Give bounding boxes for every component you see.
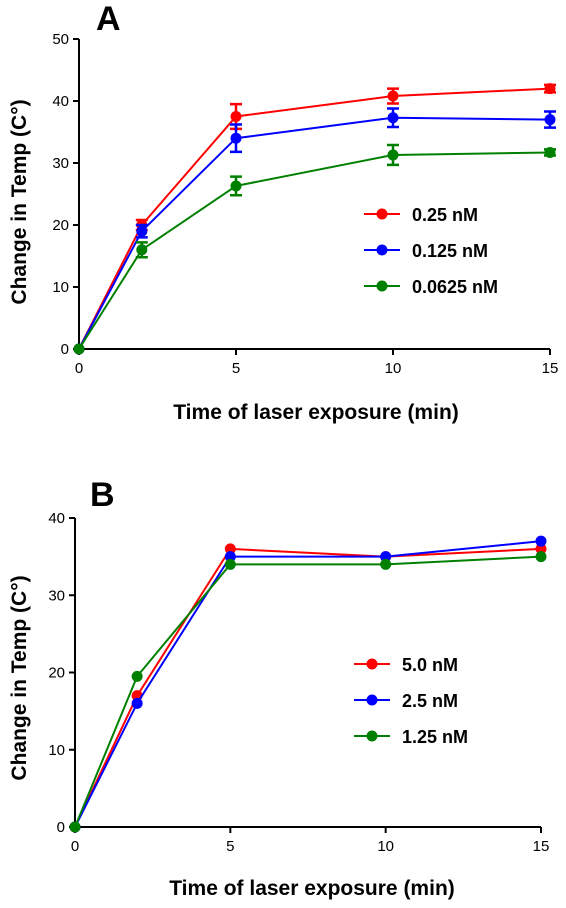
data-point xyxy=(544,114,556,126)
legend-label: 0.0625 nM xyxy=(412,277,498,297)
y-tick-label-a: 50 xyxy=(52,31,69,48)
data-point xyxy=(131,697,143,709)
x-tick-label-b: 5 xyxy=(226,838,234,855)
data-point xyxy=(131,670,143,682)
panel-label-a: A xyxy=(96,0,121,38)
legend-marker xyxy=(376,208,388,220)
data-point xyxy=(544,83,556,95)
legend-label: 0.125 nM xyxy=(412,241,488,261)
y-tick-label-b: 20 xyxy=(48,665,65,682)
x-tick-label-a: 10 xyxy=(385,360,402,377)
data-point xyxy=(387,112,399,124)
data-point xyxy=(387,149,399,161)
y-tick-label-a: 0 xyxy=(61,341,69,358)
y-axis-label-a: Change in Temp (C°) xyxy=(8,99,31,304)
data-point xyxy=(230,132,242,144)
data-point xyxy=(224,558,236,570)
legend-item-a-0: 0.25 nM xyxy=(364,205,478,225)
x-tick-label-b: 10 xyxy=(377,838,394,855)
panel-label-b: B xyxy=(90,476,115,514)
data-point xyxy=(136,244,148,256)
legend-label: 5.0 nM xyxy=(402,655,458,675)
data-point xyxy=(535,551,547,563)
legend-item-b-0: 5.0 nM xyxy=(354,655,458,675)
series-b-0 xyxy=(69,543,547,833)
data-point xyxy=(136,225,148,237)
data-point xyxy=(224,543,236,555)
x-tick-label-b: 15 xyxy=(533,838,550,855)
series-a-0 xyxy=(73,83,556,355)
panel-a: A Change in Temp (C°) Time of laser expo… xyxy=(8,0,558,424)
legend-marker xyxy=(366,730,378,742)
legend-label: 1.25 nM xyxy=(402,727,468,747)
x-axis-label-b: Time of laser exposure (min) xyxy=(169,877,455,900)
y-tick-label-b: 40 xyxy=(48,510,65,527)
data-point xyxy=(535,535,547,547)
legend-marker xyxy=(366,658,378,670)
y-tick-label-a: 40 xyxy=(52,93,69,110)
x-tick-label-a: 0 xyxy=(75,360,83,377)
x-tick-label-b: 0 xyxy=(71,838,79,855)
x-axis-label-a: Time of laser exposure (min) xyxy=(173,401,459,424)
data-point xyxy=(230,180,242,192)
data-point xyxy=(380,558,392,570)
series-a-1 xyxy=(73,107,556,355)
data-point xyxy=(387,90,399,102)
x-tick-label-a: 15 xyxy=(542,360,559,377)
data-point xyxy=(380,551,392,563)
y-tick-label-b: 0 xyxy=(57,819,65,836)
panel-b: B Change in Temp (C°) Time of laser expo… xyxy=(8,476,549,900)
legend-item-b-2: 1.25 nM xyxy=(354,727,468,747)
y-tick-label-a: 30 xyxy=(52,155,69,172)
series-line xyxy=(78,116,551,350)
data-point xyxy=(544,146,556,158)
legend-marker xyxy=(376,280,388,292)
legend-label: 0.25 nM xyxy=(412,205,478,225)
data-point xyxy=(69,821,81,833)
series-a-2 xyxy=(73,143,556,355)
legend-item-a-1: 0.125 nM xyxy=(364,241,488,261)
y-tick-label-a: 10 xyxy=(52,279,69,296)
legend-item-a-2: 0.0625 nM xyxy=(364,277,498,297)
x-tick-label-a: 5 xyxy=(232,360,240,377)
data-point xyxy=(230,111,242,122)
series-line xyxy=(74,547,542,828)
y-tick-label-b: 10 xyxy=(48,742,65,759)
y-tick-label-a: 20 xyxy=(52,217,69,234)
data-point xyxy=(535,543,547,555)
legend-marker xyxy=(366,694,378,706)
legend-marker xyxy=(376,244,388,256)
y-axis-label-b: Change in Temp (C°) xyxy=(8,575,31,780)
legend-item-b-1: 2.5 nM xyxy=(354,691,458,711)
series-b-1 xyxy=(69,535,547,833)
data-point xyxy=(73,343,85,355)
legend-label: 2.5 nM xyxy=(402,691,458,711)
data-point xyxy=(224,551,236,563)
y-tick-label-b: 30 xyxy=(48,587,65,604)
series-b-2 xyxy=(69,551,547,833)
